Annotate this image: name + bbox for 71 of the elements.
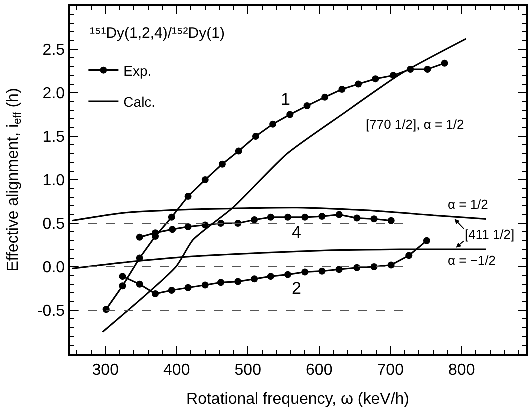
x-tick-label: 300 (92, 362, 120, 379)
point (354, 214, 361, 222)
point (284, 271, 292, 278)
text: ¹⁵¹Dy(1,2,4)/¹⁵²Dy(1) (90, 25, 225, 42)
annotation: α = 1/2 (448, 197, 488, 212)
point (424, 66, 432, 74)
point (184, 284, 192, 292)
point (441, 60, 448, 67)
y-tick-label: 2.5 (42, 42, 66, 60)
legend-label: Calc. (124, 94, 156, 110)
point (322, 94, 329, 101)
point (267, 214, 274, 221)
point (152, 290, 159, 298)
point (286, 111, 294, 118)
point (423, 237, 430, 244)
point (218, 279, 225, 286)
point (169, 226, 176, 234)
point (302, 268, 309, 276)
point (184, 223, 192, 230)
point (302, 214, 309, 221)
point (372, 76, 380, 83)
annotation: 4 (292, 223, 302, 242)
point (336, 211, 343, 218)
point (119, 282, 126, 290)
point (270, 120, 277, 128)
annotation: 1 (281, 90, 290, 109)
point (406, 252, 413, 260)
y-tick-label: 1.5 (42, 129, 66, 146)
point (202, 282, 209, 289)
x-tick-label: 600 (306, 362, 333, 379)
point (388, 262, 395, 269)
point (119, 273, 126, 280)
point (355, 80, 362, 88)
point (218, 160, 226, 168)
point (370, 216, 378, 223)
point (267, 273, 274, 280)
annotation: [411 1/2] (465, 227, 515, 242)
point (168, 286, 176, 294)
point (304, 102, 311, 110)
y-tick-label: 1.0 (42, 172, 66, 190)
point (202, 176, 209, 184)
point (235, 148, 242, 155)
annotation: α = −1/2 (448, 253, 496, 268)
point (234, 278, 242, 286)
y-tick-label: 0.5 (42, 216, 66, 234)
point (168, 214, 176, 221)
y-tick-label: 2.0 (42, 86, 66, 103)
point (184, 193, 192, 200)
x-tick-label: 800 (448, 362, 476, 379)
point (388, 217, 395, 224)
annotation: 2 (292, 279, 302, 298)
point (338, 86, 346, 94)
y-tick-label: 0.0 (42, 260, 66, 277)
annotation: [770 1/2], α = 1/2 (366, 117, 464, 132)
y-tick-label: -0.5 (37, 303, 66, 320)
legend-label: Exp. (124, 62, 152, 79)
point (284, 214, 292, 221)
point (354, 264, 361, 272)
x-tick-label: 700 (377, 362, 404, 379)
x-tick-label: 400 (164, 362, 190, 379)
point (336, 266, 343, 274)
point (251, 276, 258, 283)
point (136, 280, 144, 288)
point (370, 264, 378, 270)
point (318, 213, 326, 220)
point (136, 234, 144, 241)
x-tick-label: 500 (234, 362, 262, 379)
point (318, 268, 326, 275)
point (252, 133, 260, 140)
point (251, 216, 258, 224)
x-axis-title: Rotational frequency, ω (keV/h) (186, 391, 410, 408)
